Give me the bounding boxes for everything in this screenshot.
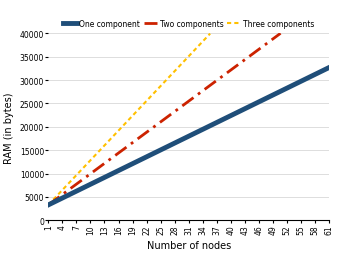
- Y-axis label: RAM (in bytes): RAM (in bytes): [4, 92, 14, 163]
- X-axis label: Number of nodes: Number of nodes: [147, 240, 231, 250]
- Legend: One component, Two components, Three components: One component, Two components, Three com…: [63, 20, 315, 28]
